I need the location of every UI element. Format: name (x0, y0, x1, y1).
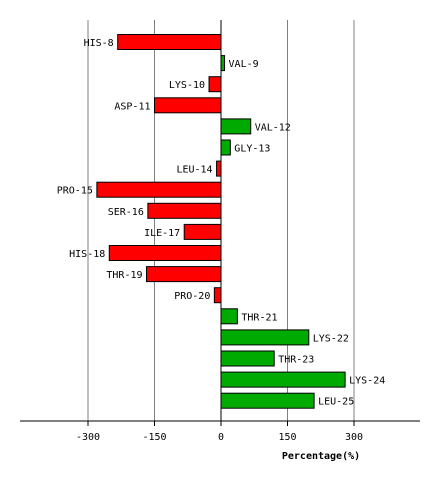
bar-label-pro-20: PRO-20 (174, 291, 210, 302)
bar-ile-17 (183, 223, 222, 240)
bar-ser-16 (147, 202, 222, 219)
bar-label-asp-11: ASP-11 (114, 101, 150, 112)
bar-label-val-12: VAL-12 (255, 122, 291, 133)
bar-asp-11 (154, 97, 222, 114)
bar-lys-10 (208, 76, 222, 93)
bar-gly-13 (220, 139, 231, 156)
bar-label-his-18: HIS-18 (69, 249, 105, 260)
x-tick-label-0: -300 (76, 432, 100, 443)
bar-his-8 (117, 34, 222, 50)
x-axis: -300 -150 0 150 300 (20, 20, 420, 443)
bar-thr-23 (220, 350, 275, 367)
bar-label-thr-19: THR-19 (106, 270, 142, 281)
x-tick-label-2: 0 (218, 432, 224, 443)
bar-label-lys-24: LYS-24 (349, 376, 385, 387)
bar-his-18 (108, 245, 222, 261)
bar-label-pro-15: PRO-15 (57, 186, 93, 197)
bar-thr-19 (146, 266, 222, 283)
x-tick-label-4: 300 (345, 432, 363, 443)
bar-label-leu-25: LEU-25 (318, 397, 354, 408)
bar-label-leu-14: LEU-14 (176, 165, 212, 176)
bar-label-ser-16: SER-16 (108, 207, 144, 218)
bar-lys-22 (220, 329, 310, 346)
bar-leu-25 (220, 392, 315, 409)
bar-lys-24 (220, 371, 346, 388)
bar-pro-20 (213, 287, 222, 304)
bar-label-val-9: VAL-9 (229, 59, 259, 70)
bar-val-12 (220, 118, 252, 135)
x-tick-label-3: 150 (278, 432, 296, 443)
x-tick-label-1: -150 (142, 432, 166, 443)
bar-label-lys-22: LYS-22 (313, 333, 349, 344)
bar-thr-21 (220, 308, 238, 325)
bar-label-gly-13: GLY-13 (234, 144, 270, 155)
bar-labels: HIS-8 VAL-9 LYS-10 ASP-11 VAL-12 GLY-13 LEU-14… (57, 38, 386, 408)
bar-leu-14 (216, 160, 222, 177)
grid-lines (87, 20, 355, 421)
bar-label-ile-17: ILE-17 (144, 228, 180, 239)
bar-label-lys-10: LYS-10 (169, 80, 205, 91)
x-axis-label: Percentage(%) (282, 451, 360, 462)
bar-pro-15 (96, 181, 222, 198)
bar-label-thr-23: THR-23 (278, 355, 314, 366)
bar-label-his-8: HIS-8 (84, 38, 114, 49)
bar-val-9 (220, 55, 226, 72)
bar-label-thr-21: THR-21 (241, 312, 277, 323)
